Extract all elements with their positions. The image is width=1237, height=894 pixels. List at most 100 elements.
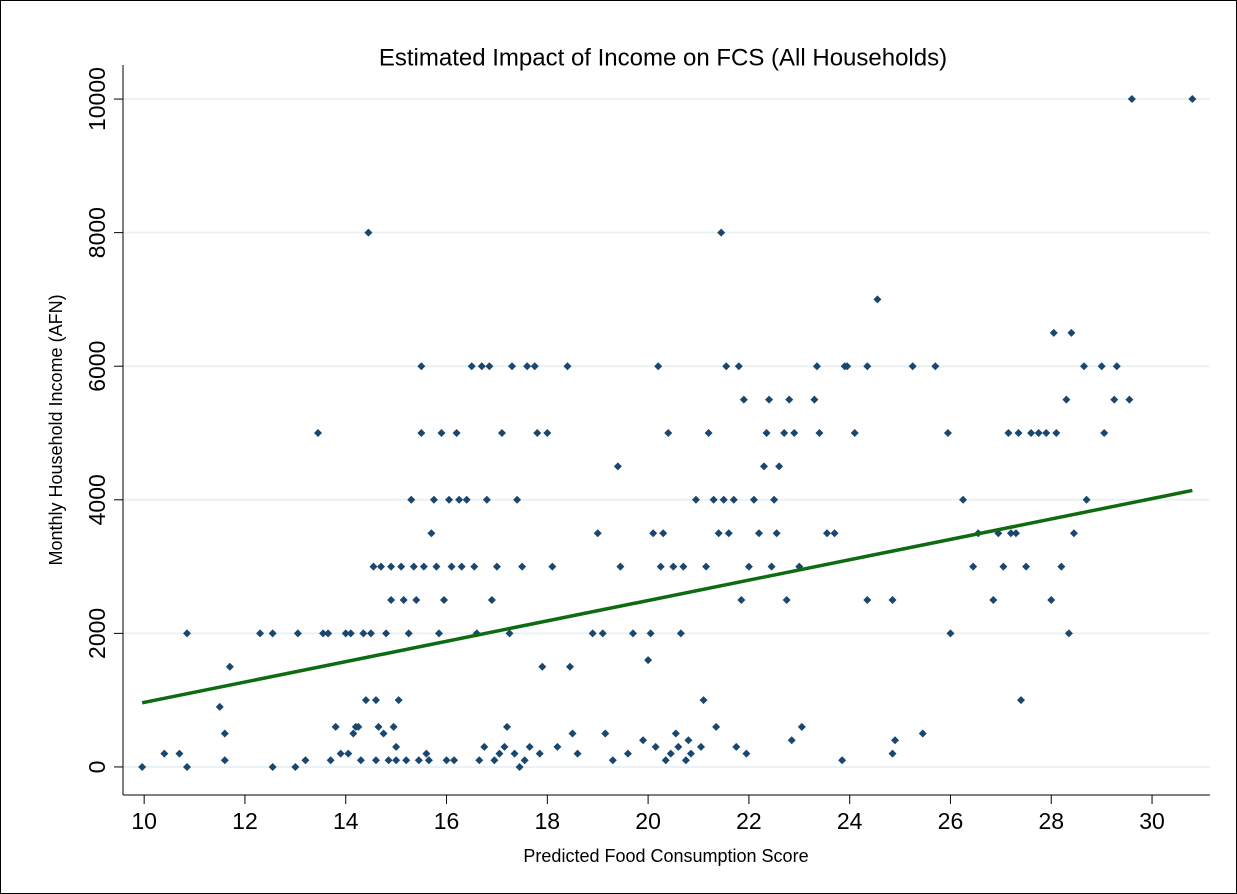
point xyxy=(598,629,607,638)
point xyxy=(649,529,658,538)
point xyxy=(646,629,655,638)
point xyxy=(681,756,690,765)
point xyxy=(225,662,234,671)
x-tick-label: 22 xyxy=(736,808,762,834)
point xyxy=(417,429,426,438)
point xyxy=(772,529,781,538)
point xyxy=(1082,495,1091,504)
point xyxy=(1034,429,1043,438)
y-tick-label: 8000 xyxy=(84,207,110,258)
point xyxy=(525,742,534,751)
point xyxy=(661,756,670,765)
point xyxy=(422,749,431,758)
point xyxy=(943,429,952,438)
point xyxy=(787,736,796,745)
point xyxy=(407,495,416,504)
point xyxy=(175,749,184,758)
point xyxy=(404,629,413,638)
point xyxy=(394,696,403,705)
point xyxy=(314,429,323,438)
point xyxy=(392,742,401,751)
point xyxy=(676,629,685,638)
point xyxy=(669,562,678,571)
point xyxy=(1047,595,1056,604)
point xyxy=(742,749,751,758)
point xyxy=(790,429,799,438)
point xyxy=(691,495,700,504)
point xyxy=(419,562,428,571)
point xyxy=(417,362,426,371)
point xyxy=(220,729,229,738)
point xyxy=(739,395,748,404)
point xyxy=(616,562,625,571)
point xyxy=(497,429,506,438)
point xyxy=(513,495,522,504)
point xyxy=(565,662,574,671)
point xyxy=(863,362,872,371)
point xyxy=(442,756,451,765)
point xyxy=(1097,362,1106,371)
point xyxy=(1011,529,1020,538)
point xyxy=(523,362,532,371)
point xyxy=(815,429,824,438)
point xyxy=(482,495,491,504)
point xyxy=(749,495,758,504)
point xyxy=(487,595,496,604)
point xyxy=(341,629,350,638)
point xyxy=(490,756,499,765)
point xyxy=(344,749,353,758)
point xyxy=(510,749,519,758)
point xyxy=(659,529,668,538)
point xyxy=(931,362,940,371)
point xyxy=(888,595,897,604)
point xyxy=(666,749,675,758)
point xyxy=(455,495,464,504)
point xyxy=(734,362,743,371)
point xyxy=(1112,362,1121,371)
point xyxy=(414,756,423,765)
point xyxy=(432,562,441,571)
point xyxy=(1188,95,1197,104)
point xyxy=(1014,429,1023,438)
point xyxy=(452,429,461,438)
point xyxy=(737,595,746,604)
point xyxy=(533,429,542,438)
point xyxy=(1057,562,1066,571)
point xyxy=(959,495,968,504)
point xyxy=(434,629,443,638)
point xyxy=(492,562,501,571)
point xyxy=(999,562,1008,571)
point xyxy=(628,629,637,638)
point xyxy=(908,362,917,371)
point xyxy=(775,462,784,471)
point xyxy=(220,756,229,765)
point xyxy=(1022,562,1031,571)
point xyxy=(1006,529,1015,538)
point xyxy=(462,495,471,504)
point xyxy=(724,529,733,538)
point xyxy=(843,362,852,371)
point xyxy=(535,749,544,758)
point xyxy=(520,756,529,765)
point xyxy=(722,362,731,371)
y-tick-label: 4000 xyxy=(84,474,110,525)
point xyxy=(366,629,375,638)
point xyxy=(719,495,728,504)
point xyxy=(356,756,365,765)
point xyxy=(697,742,706,751)
point xyxy=(354,722,363,731)
point xyxy=(765,395,774,404)
point xyxy=(785,395,794,404)
point xyxy=(702,562,711,571)
x-tick-label: 28 xyxy=(1038,808,1064,834)
point xyxy=(568,729,577,738)
point xyxy=(613,462,622,471)
y-tick-label: 2000 xyxy=(84,608,110,659)
point xyxy=(349,729,358,738)
point xyxy=(709,495,718,504)
point xyxy=(548,562,557,571)
point xyxy=(256,629,265,638)
point xyxy=(543,429,552,438)
